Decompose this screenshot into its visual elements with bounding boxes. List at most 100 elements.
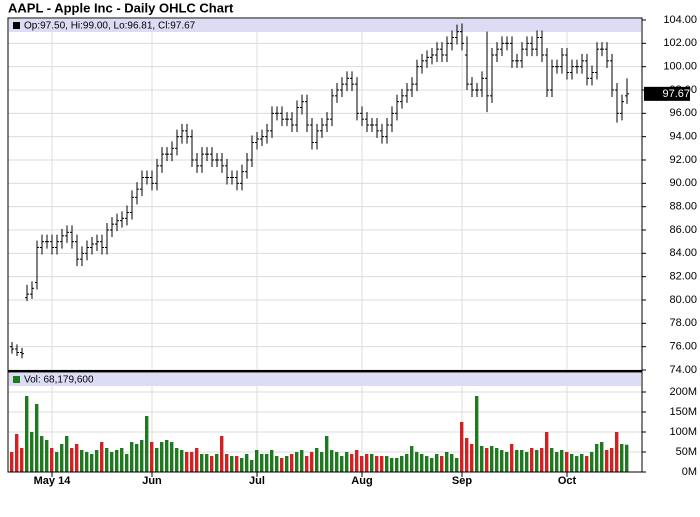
volume-bar — [65, 436, 69, 472]
volume-bar — [380, 456, 384, 472]
volume-bar — [475, 396, 479, 472]
volume-bar — [555, 452, 559, 472]
volume-bar — [445, 452, 449, 472]
volume-bar — [415, 452, 419, 472]
volume-bar — [20, 448, 24, 472]
volume-bar — [565, 452, 569, 472]
volume-bar — [505, 452, 509, 472]
volume-bar — [365, 454, 369, 472]
legend-band — [9, 19, 641, 32]
volume-bar — [360, 456, 364, 472]
volume-bar — [385, 456, 389, 472]
x-tick-label: Oct — [558, 475, 577, 487]
volume-bar — [310, 452, 314, 472]
volume-bar — [340, 456, 344, 472]
volume-bar — [180, 450, 184, 472]
volume-bar — [250, 460, 254, 472]
volume-bar — [145, 416, 149, 472]
volume-bar — [35, 404, 39, 472]
volume-bar — [605, 450, 609, 472]
volume-bar — [470, 444, 474, 472]
volume-bar — [175, 448, 179, 472]
volume-bar — [260, 454, 264, 472]
legend-band — [9, 373, 641, 386]
volume-bar — [30, 432, 34, 472]
volume-bar — [595, 444, 599, 472]
x-tick-label: Jul — [249, 475, 265, 487]
volume-bar — [480, 446, 484, 472]
volume-bar — [50, 448, 54, 472]
volume-bar — [10, 452, 14, 472]
volume-bar — [590, 452, 594, 472]
volume-bar — [560, 450, 564, 472]
volume-bar — [190, 452, 194, 472]
y-tick-label: 102.00 — [663, 37, 697, 49]
volume-bar — [620, 444, 624, 472]
volume-bar — [140, 440, 144, 472]
volume-bar — [285, 456, 289, 472]
volume-bar — [240, 458, 244, 472]
y-tick-label: 88.00 — [669, 201, 697, 213]
volume-bar — [235, 456, 239, 472]
chart-title: AAPL - Apple Inc - Daily OHLC Chart — [8, 0, 234, 15]
volume-bar — [255, 450, 259, 472]
volume-bar — [90, 454, 94, 472]
volume-bar — [280, 458, 284, 472]
volume-bar — [395, 458, 399, 472]
volume-bar — [275, 456, 279, 472]
volume-bar — [330, 450, 334, 472]
y-tick-label: 74.00 — [669, 364, 697, 376]
volume-bar — [370, 454, 374, 472]
volume-bar — [100, 442, 104, 472]
y-tick-label: 96.00 — [669, 107, 697, 119]
volume-bar — [210, 456, 214, 472]
volume-bar — [450, 454, 454, 472]
volume-bar — [195, 448, 199, 472]
volume-bar — [615, 432, 619, 472]
volume-bar — [95, 450, 99, 472]
y2-tick-label: 150M — [669, 406, 697, 418]
volume-bar — [165, 440, 169, 472]
volume-bar — [580, 454, 584, 472]
y-tick-label: 104.00 — [663, 14, 697, 26]
volume-bar — [290, 454, 294, 472]
volume-bar — [265, 454, 269, 472]
volume-bar — [270, 450, 274, 472]
ohlc-legend: Op:97.50, Hi:99.00, Lo:96.81, Cl:97.67 — [24, 21, 196, 32]
volume-bar — [430, 458, 434, 472]
volume-bar — [325, 436, 329, 472]
volume-bar — [515, 450, 519, 472]
volume-bar — [200, 454, 204, 472]
y2-tick-label: 200M — [669, 386, 697, 398]
volume-bar — [465, 438, 469, 472]
volume-bar — [405, 454, 409, 472]
volume-bar — [85, 452, 89, 472]
volume-bar — [600, 442, 604, 472]
y-tick-label: 76.00 — [669, 341, 697, 353]
volume-bar — [435, 454, 439, 472]
volume-bar — [55, 452, 59, 472]
volume-bar — [350, 454, 354, 472]
volume-bar — [440, 456, 444, 472]
volume-bar — [410, 446, 414, 472]
volume-bar — [550, 448, 554, 472]
volume-bar — [135, 444, 139, 472]
legend-swatch — [13, 22, 20, 29]
volume-bar — [390, 458, 394, 472]
volume-bar — [570, 454, 574, 472]
x-tick-label: Jun — [142, 475, 162, 487]
volume-bar — [45, 440, 49, 472]
y-tick-label: 78.00 — [669, 317, 697, 329]
volume-legend: Vol: 68,179,600 — [24, 375, 94, 386]
volume-bar — [510, 444, 514, 472]
y-tick-label: 92.00 — [669, 154, 697, 166]
volume-bar — [185, 452, 189, 472]
y2-tick-label: 0M — [682, 466, 697, 478]
volume-bar — [535, 450, 539, 472]
volume-bar — [495, 448, 499, 472]
volume-bar — [305, 456, 309, 472]
volume-bar — [75, 444, 79, 472]
volume-bar — [320, 452, 324, 472]
last-price-box — [644, 86, 690, 101]
